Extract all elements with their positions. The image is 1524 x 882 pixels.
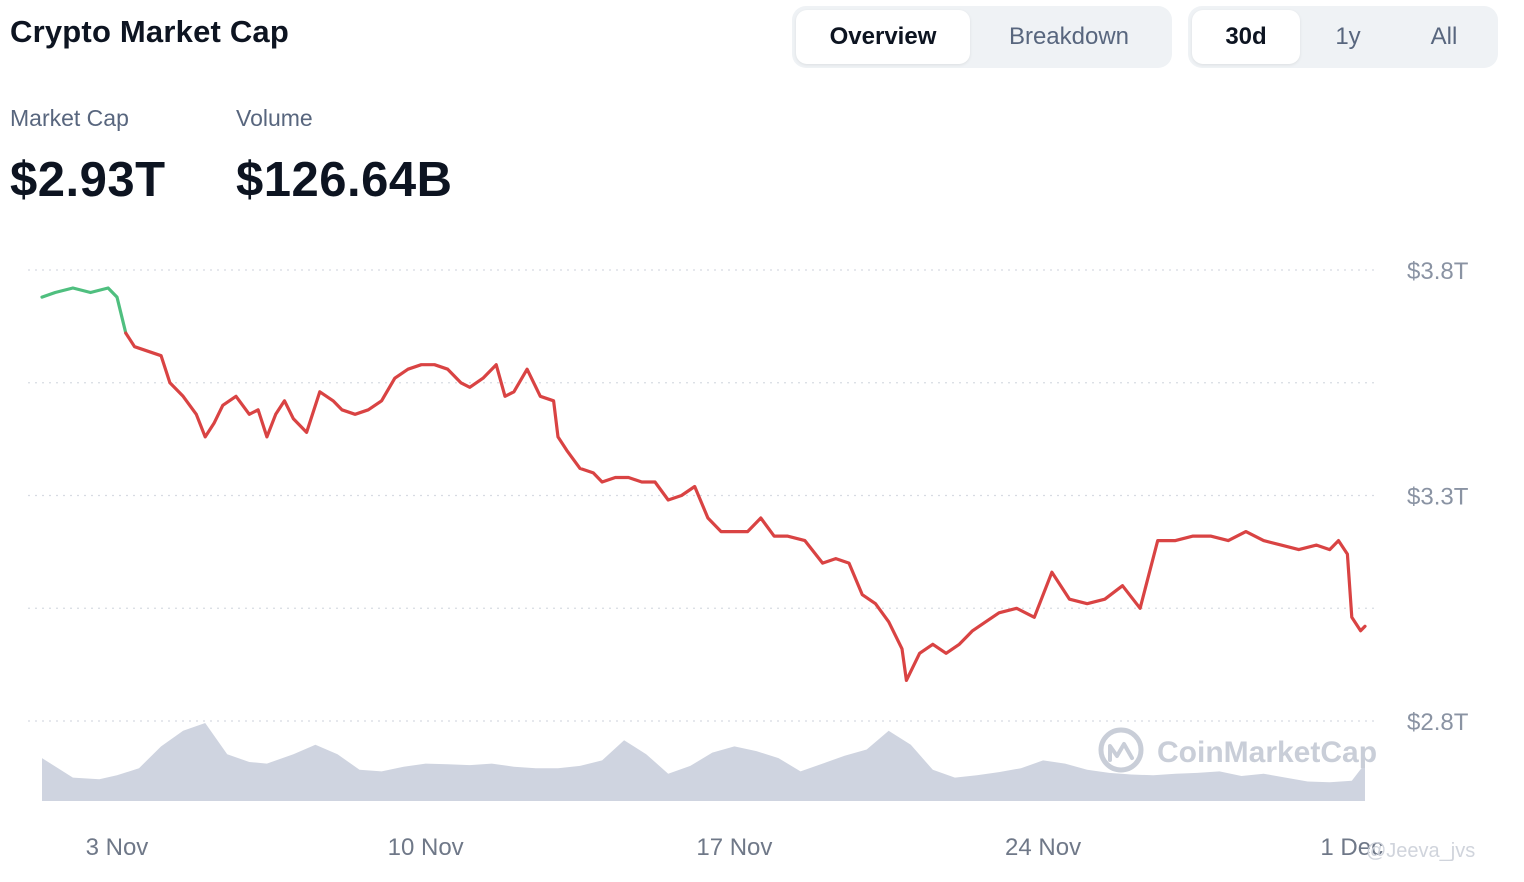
y-axis-label-1: $3.3T — [1407, 484, 1469, 511]
tab-overview[interactable]: Overview — [796, 10, 970, 64]
coinmarketcap-watermark: CoinMarketCap — [1098, 727, 1377, 773]
market-cap-value: $2.93T — [10, 153, 166, 207]
volume-value: $126.64B — [236, 153, 453, 207]
author-handle: @Jeeva_jvs — [1366, 840, 1476, 862]
x-axis-label-1: 10 Nov — [388, 834, 464, 861]
coinmarketcap-logo-icon — [1098, 727, 1144, 773]
market-cap-line-segment-1 — [124, 331, 1367, 683]
y-axis-label-2: $2.8T — [1407, 709, 1469, 736]
range-1y-button[interactable]: 1y — [1335, 23, 1361, 50]
volume-label: Volume — [236, 105, 313, 131]
range-all-button[interactable]: All — [1430, 23, 1458, 50]
volume-area — [42, 723, 1365, 801]
x-axis-label-0: 3 Nov — [86, 834, 149, 861]
y-axis-label-0: $3.8T — [1407, 258, 1469, 285]
page-title: Crypto Market Cap — [10, 14, 290, 49]
market-cap-label: Market Cap — [10, 105, 129, 131]
view-toggle: Overview Breakdown — [792, 6, 1172, 68]
x-axis-label-2: 17 Nov — [696, 834, 772, 861]
x-axis-label-4: 1 Dec — [1320, 834, 1383, 861]
x-axis-label-3: 24 Nov — [1005, 834, 1081, 861]
range-30d-button[interactable]: 30d — [1192, 10, 1300, 64]
tab-breakdown[interactable]: Breakdown — [1008, 23, 1130, 50]
market-cap-line-segment-0 — [40, 286, 128, 335]
range-toggle: 30d 1y All — [1188, 6, 1498, 68]
watermark-text: CoinMarketCap — [1157, 736, 1377, 769]
